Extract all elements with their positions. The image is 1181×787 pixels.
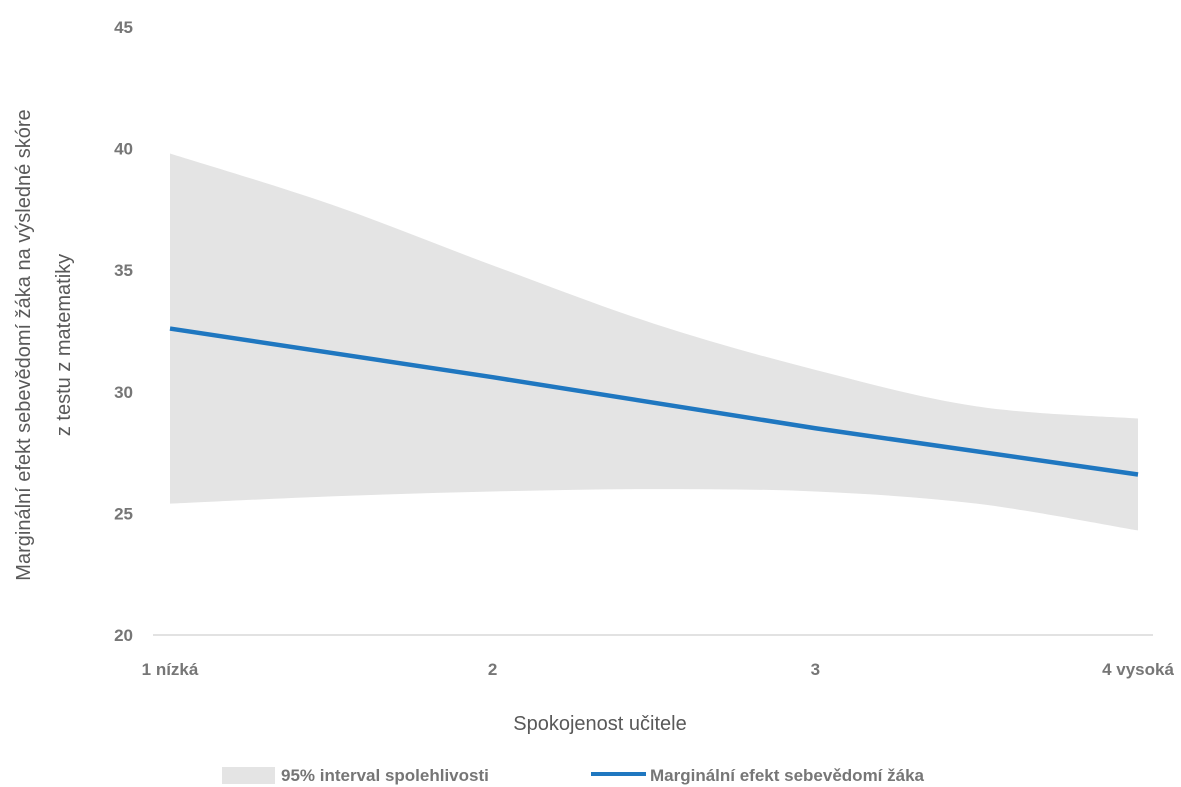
x-tick-label: 1 nízká	[142, 660, 199, 679]
x-axis-title: Spokojenost učitele	[513, 713, 686, 735]
y-tick-labels: 20 25 30 35 40 45	[114, 18, 133, 645]
x-tick-label: 3	[811, 660, 820, 679]
legend-band-swatch	[222, 767, 275, 784]
y-tick-label: 40	[114, 140, 133, 159]
y-tick-label: 25	[114, 504, 133, 523]
y-axis-title-line1: Marginální efekt sebevědomí žáka na výsl…	[13, 109, 35, 580]
legend: 95% interval spolehlivosti Marginální ef…	[222, 766, 925, 785]
series-line-layer	[169, 326, 1139, 477]
y-tick-label: 30	[114, 383, 133, 402]
x-tick-label: 2	[488, 660, 497, 679]
x-tick-label: 4 vysoká	[1102, 660, 1174, 679]
y-axis-title-line2: z testu z matematiky	[53, 254, 75, 436]
confidence-band	[170, 153, 1138, 531]
legend-band-label: 95% interval spolehlivosti	[281, 766, 489, 785]
y-tick-label: 20	[114, 626, 133, 645]
legend-line-label: Marginální efekt sebevědomí žáka	[650, 766, 925, 785]
x-tick-labels: 1 nízká 2 3 4 vysoká	[142, 660, 1175, 679]
y-tick-label: 35	[114, 261, 133, 280]
confidence-band-layer	[170, 153, 1138, 531]
marginal-effect-line	[169, 326, 1139, 477]
y-tick-label: 45	[114, 18, 133, 37]
